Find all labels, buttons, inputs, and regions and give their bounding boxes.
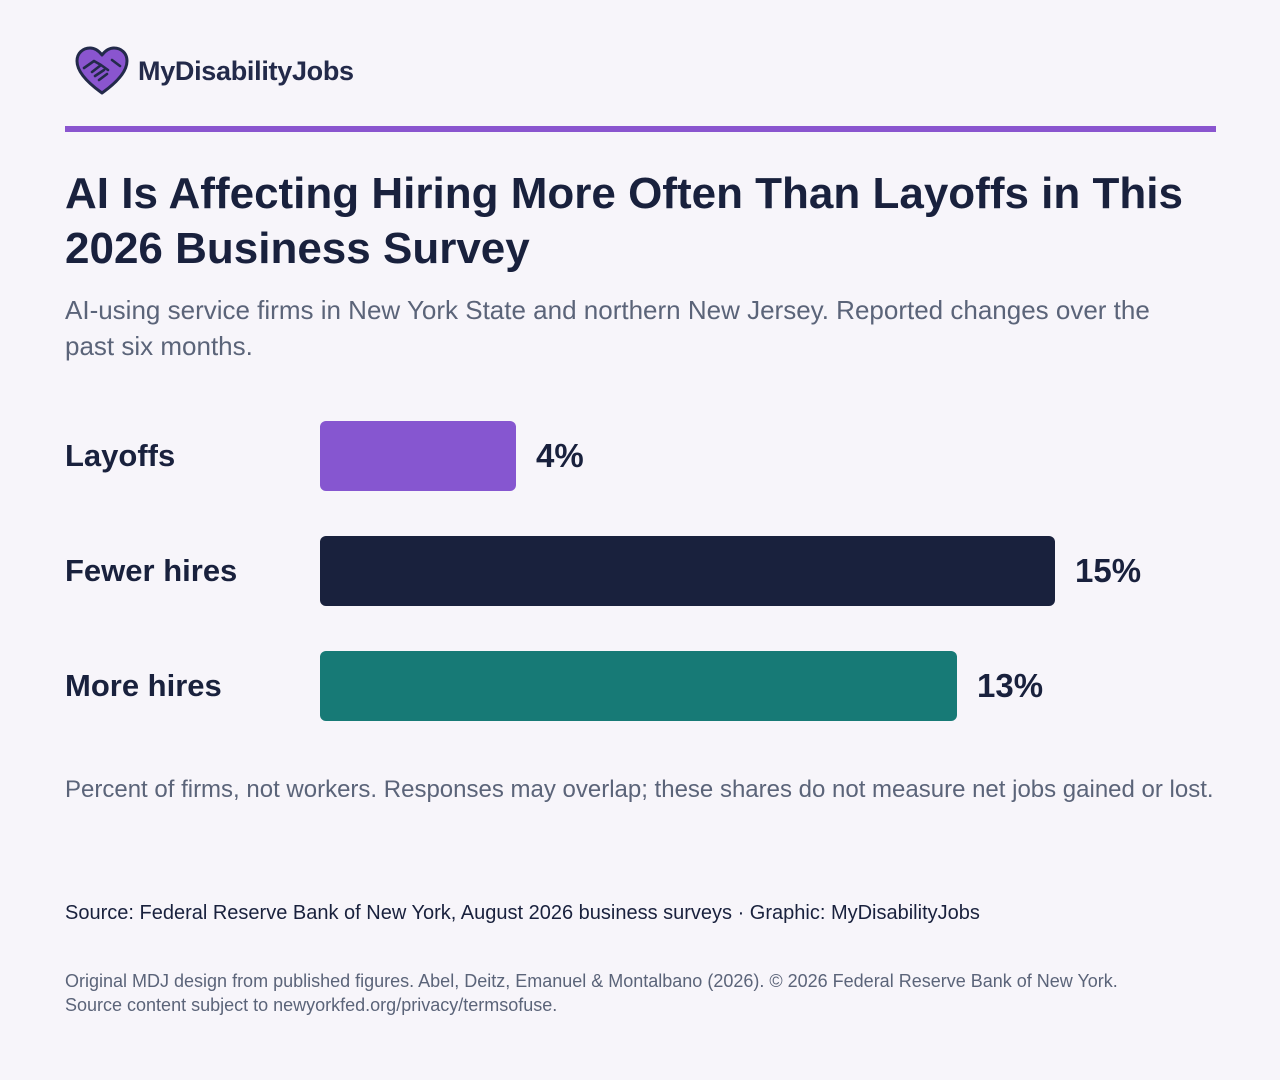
credit-line-1: Original MDJ design from published figur… (65, 971, 1118, 991)
brand-name: MyDisabilityJobs (138, 55, 354, 86)
bar-value-fewer-hires: 15% (1075, 552, 1142, 589)
brand-logo: MyDisabilityJobs (74, 46, 354, 96)
source-line: Source: Federal Reserve Bank of New York… (65, 902, 980, 924)
bar-label-fewer-hires: Fewer hires (65, 553, 238, 588)
bar-value-more-hires: 13% (977, 667, 1044, 704)
bar-more-hires (320, 651, 957, 721)
bar-layoffs (320, 421, 516, 491)
chart-note: Percent of firms, not workers. Responses… (65, 776, 1214, 803)
bar-label-more-hires: More hires (65, 668, 222, 703)
accent-divider (65, 126, 1216, 132)
credit-line-2: Source content subject to newyorkfed.org… (65, 995, 558, 1015)
chart-title: AI Is Affecting Hiring More Often Than L… (65, 169, 1183, 273)
heart-handshake-icon (75, 46, 129, 95)
credit-text: Original MDJ design from published figur… (65, 969, 1215, 1017)
bar-fewer-hires (320, 536, 1055, 606)
bar-value-layoffs: 4% (536, 437, 584, 474)
chart-subtitle: AI-using service firms in New York State… (65, 295, 1150, 361)
bar-label-layoffs: Layoffs (65, 438, 176, 473)
